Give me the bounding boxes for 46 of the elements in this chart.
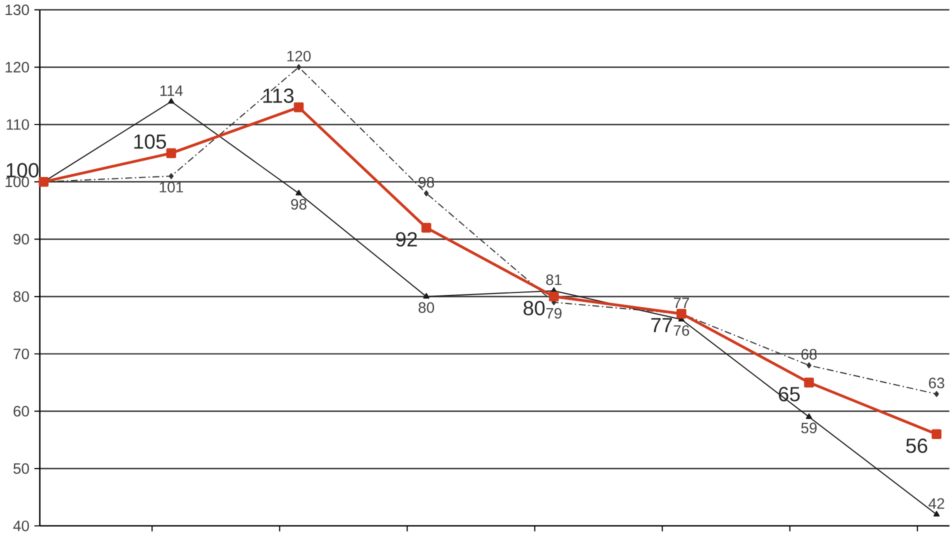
data-label: 101 — [160, 182, 183, 193]
point — [38, 177, 49, 187]
point — [676, 308, 686, 319]
data-label: 105 — [134, 134, 166, 149]
data-label: 81 — [546, 274, 562, 286]
data-label: 77 — [674, 298, 690, 308]
point — [806, 362, 812, 368]
y-tick-label: 90 — [14, 234, 29, 245]
data-label: 80 — [524, 301, 545, 316]
data-label: 98 — [291, 199, 306, 210]
point — [296, 190, 302, 196]
point — [806, 414, 812, 420]
y-tick-label: 120 — [6, 62, 29, 73]
y-tick-label: 40 — [13, 520, 29, 532]
y-tick-label: 50 — [13, 463, 29, 474]
point — [548, 292, 559, 302]
data-label: 59 — [801, 422, 817, 434]
point — [932, 429, 942, 440]
y-tick-label: 110 — [6, 119, 29, 130]
data-label: 76 — [674, 325, 690, 336]
point — [804, 378, 814, 388]
data-label: 42 — [928, 498, 944, 509]
data-label: 120 — [287, 51, 311, 62]
point — [423, 293, 430, 299]
point — [168, 173, 174, 180]
y-tick-label: 100 — [6, 176, 29, 188]
data-label: 113 — [263, 88, 294, 104]
point — [424, 190, 429, 196]
data-label: 80 — [418, 302, 434, 314]
point — [168, 98, 174, 104]
point — [934, 391, 939, 398]
point — [933, 511, 940, 517]
data-label: 79 — [546, 308, 562, 319]
data-label: 63 — [928, 378, 944, 388]
y-tick-label: 60 — [14, 406, 29, 417]
data-label: 56 — [906, 438, 928, 454]
point — [296, 64, 302, 70]
data-label: 77 — [651, 318, 672, 332]
y-tick-label: 70 — [14, 348, 29, 360]
y-tick-label: 130 — [6, 4, 29, 16]
data-label: 114 — [160, 86, 183, 96]
y-tick-label: 80 — [14, 291, 29, 302]
data-label: 65 — [778, 387, 800, 402]
point — [421, 222, 432, 233]
point — [294, 102, 304, 112]
point — [166, 148, 176, 158]
